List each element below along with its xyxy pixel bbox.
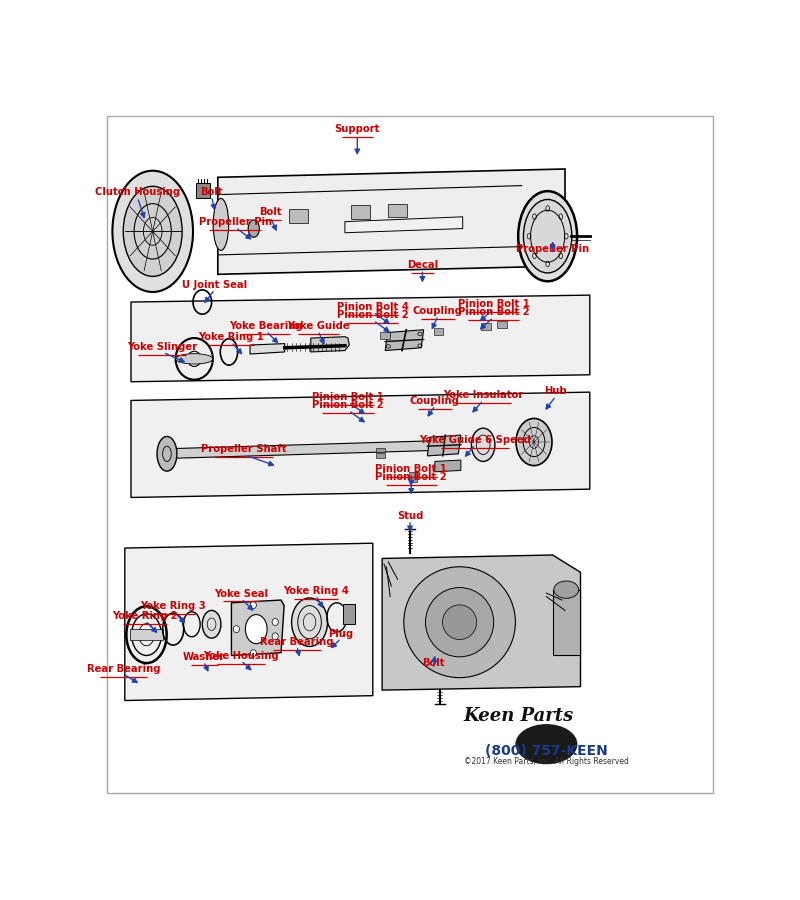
- Text: Stud: Stud: [397, 511, 423, 521]
- Ellipse shape: [234, 626, 239, 633]
- Text: Pinion Bolt 2: Pinion Bolt 2: [375, 472, 447, 482]
- Bar: [380, 332, 390, 338]
- Text: Hub: Hub: [544, 386, 567, 396]
- Ellipse shape: [515, 724, 578, 764]
- Bar: [409, 477, 418, 482]
- Text: Keen Parts: Keen Parts: [463, 706, 574, 724]
- Ellipse shape: [426, 588, 494, 657]
- Bar: [351, 205, 370, 219]
- Polygon shape: [131, 295, 590, 382]
- Text: Coupling: Coupling: [410, 396, 460, 406]
- Polygon shape: [310, 337, 350, 352]
- Polygon shape: [435, 460, 461, 472]
- Bar: [130, 629, 163, 640]
- Ellipse shape: [112, 171, 193, 292]
- Ellipse shape: [291, 598, 327, 646]
- Text: Yoke Ring 1: Yoke Ring 1: [198, 332, 264, 342]
- Text: Bolt: Bolt: [259, 208, 282, 218]
- Ellipse shape: [250, 602, 256, 608]
- Polygon shape: [250, 344, 285, 354]
- Text: Propeller Pin: Propeller Pin: [516, 244, 589, 254]
- Text: U Joint Seal: U Joint Seal: [182, 280, 247, 290]
- Ellipse shape: [250, 650, 256, 657]
- Text: Rear Bearing: Rear Bearing: [87, 664, 160, 674]
- Polygon shape: [125, 544, 373, 700]
- Text: Yoke Guide 6 Speed: Yoke Guide 6 Speed: [419, 435, 531, 445]
- Polygon shape: [427, 435, 461, 456]
- Polygon shape: [382, 555, 581, 690]
- Ellipse shape: [516, 418, 552, 465]
- Bar: [409, 472, 418, 477]
- Ellipse shape: [248, 220, 259, 238]
- Bar: [376, 447, 385, 453]
- Text: Pinion Bolt 2: Pinion Bolt 2: [312, 400, 384, 410]
- Text: (800) 757-KEEN: (800) 757-KEEN: [485, 744, 608, 758]
- Bar: [289, 209, 308, 223]
- Ellipse shape: [404, 567, 515, 678]
- Ellipse shape: [272, 633, 278, 640]
- Text: Propeller Shaft: Propeller Shaft: [201, 445, 286, 455]
- Text: ©2017 Keen Parts, Inc. All Rights Reserved: ©2017 Keen Parts, Inc. All Rights Reserv…: [464, 758, 629, 767]
- Bar: [497, 320, 506, 328]
- Text: Pinion Bolt 2: Pinion Bolt 2: [337, 310, 409, 320]
- Ellipse shape: [471, 428, 495, 462]
- Ellipse shape: [523, 200, 572, 273]
- Ellipse shape: [213, 198, 229, 250]
- Ellipse shape: [528, 724, 565, 745]
- Text: Plug: Plug: [328, 629, 353, 639]
- Text: Pinion Bolt 1: Pinion Bolt 1: [458, 299, 530, 309]
- Polygon shape: [218, 169, 565, 274]
- Bar: [343, 604, 355, 624]
- Ellipse shape: [518, 191, 577, 281]
- Polygon shape: [161, 441, 438, 459]
- Text: Washer: Washer: [183, 652, 226, 662]
- Text: Yoke Insulator: Yoke Insulator: [443, 391, 523, 401]
- Ellipse shape: [272, 618, 278, 626]
- Text: Yoke Ring 4: Yoke Ring 4: [283, 586, 349, 596]
- Text: Bolt: Bolt: [200, 186, 223, 197]
- Text: Coupling: Coupling: [413, 306, 463, 316]
- Text: Yoke Ring 3: Yoke Ring 3: [140, 601, 206, 611]
- Text: Decal: Decal: [407, 260, 438, 270]
- Text: Yoke Housing: Yoke Housing: [203, 651, 279, 661]
- Text: Yoke Bearing: Yoke Bearing: [230, 321, 303, 331]
- Text: Clutch Housing: Clutch Housing: [94, 186, 180, 197]
- Ellipse shape: [176, 354, 213, 364]
- Text: Bolt: Bolt: [422, 658, 445, 668]
- Text: Yoke Seal: Yoke Seal: [214, 589, 268, 598]
- Text: Yoke Guide: Yoke Guide: [287, 321, 350, 331]
- Ellipse shape: [157, 436, 177, 471]
- Ellipse shape: [246, 615, 267, 644]
- Ellipse shape: [123, 186, 182, 276]
- Bar: [481, 323, 490, 329]
- Bar: [553, 590, 581, 655]
- Text: Pinion Bolt 2: Pinion Bolt 2: [458, 307, 530, 318]
- Bar: [388, 203, 407, 218]
- Ellipse shape: [554, 581, 578, 598]
- Ellipse shape: [442, 605, 477, 640]
- Bar: [434, 328, 443, 335]
- Polygon shape: [131, 392, 590, 498]
- Polygon shape: [386, 329, 424, 351]
- Text: Support: Support: [334, 124, 380, 134]
- Ellipse shape: [202, 610, 221, 638]
- Polygon shape: [345, 217, 462, 233]
- Bar: [376, 453, 385, 458]
- Polygon shape: [231, 600, 284, 655]
- Text: Pinion Bolt 4: Pinion Bolt 4: [337, 302, 409, 311]
- Bar: [196, 183, 210, 198]
- Text: Propeller Pin: Propeller Pin: [198, 217, 272, 227]
- Text: Yoke Ring 2: Yoke Ring 2: [113, 611, 178, 621]
- Text: Rear Bearing: Rear Bearing: [261, 637, 334, 647]
- Text: Yoke Slinger: Yoke Slinger: [127, 342, 197, 352]
- Text: Pinion Bolt 1: Pinion Bolt 1: [312, 392, 384, 401]
- Text: Pinion Bolt 1: Pinion Bolt 1: [375, 464, 447, 474]
